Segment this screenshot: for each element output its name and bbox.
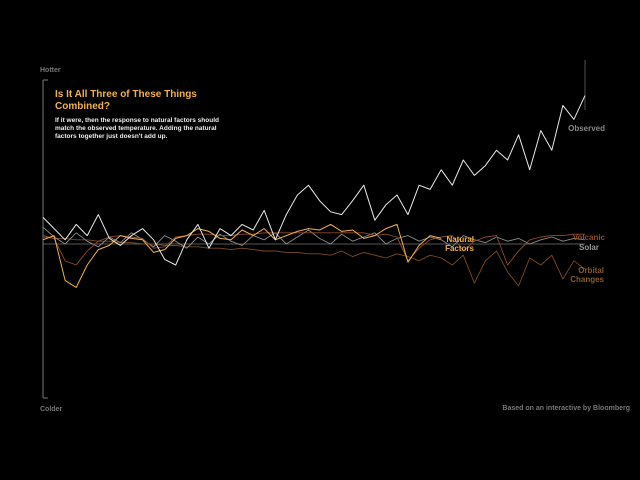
series-label: Observed	[568, 124, 605, 133]
hotter-label: Hotter	[40, 67, 61, 74]
series-line	[42, 95, 586, 266]
colder-label: Colder	[40, 406, 63, 413]
source: Based on an interactive by Bloomberg	[502, 405, 630, 412]
series-label: Natural Factors	[445, 235, 474, 253]
series-line	[42, 232, 585, 266]
chart-subtitle: If it were, then the response to natural…	[55, 117, 219, 140]
series-line	[42, 236, 586, 287]
series-label: Volcanic	[572, 233, 605, 242]
series-line	[42, 223, 442, 288]
chart-title: Is It All Three of These Things Combined…	[55, 89, 197, 112]
series-label: Orbital Changes	[570, 266, 604, 284]
series-label: Solar	[578, 243, 599, 252]
series-line	[42, 226, 586, 249]
